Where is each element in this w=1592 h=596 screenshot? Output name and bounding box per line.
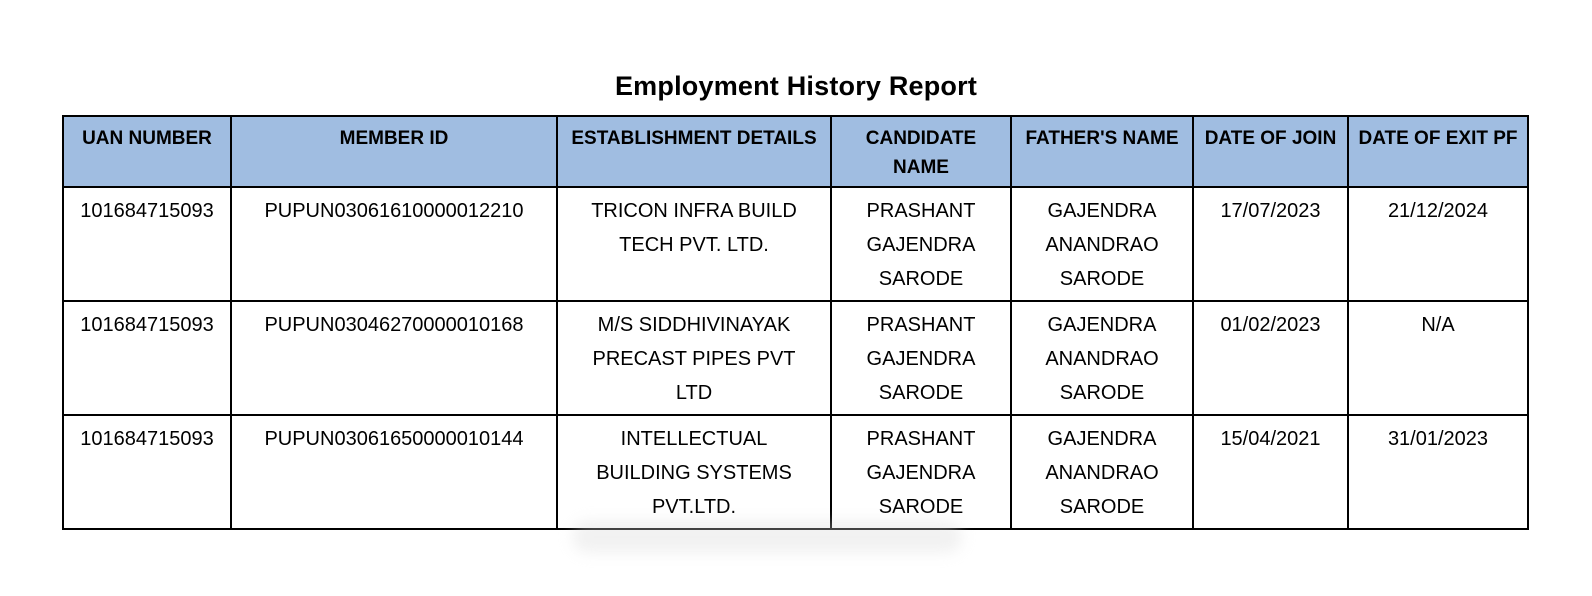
fathers-name-cell: GAJENDRA ANANDRAO SARODE <box>1010 186 1194 302</box>
table-row: 101684715093 PUPUN03061650000010144 INTE… <box>62 414 1529 530</box>
header-row: UAN NUMBER MEMBER ID ESTABLISHMENT DETAI… <box>62 115 1529 188</box>
date-of-join-cell: 17/07/2023 <box>1192 186 1349 302</box>
candidate-name-cell: PRASHANT GAJENDRA SARODE <box>830 300 1012 416</box>
uan-number-cell: 101684715093 <box>62 186 232 302</box>
fathers-name-cell: GAJENDRA ANANDRAO SARODE <box>1010 414 1194 530</box>
member-id-cell: PUPUN03061610000012210 <box>230 186 558 302</box>
column-header-uan-number: UAN NUMBER <box>62 115 232 188</box>
blurred-artifact <box>572 521 962 553</box>
establishment-details-cell: TRICON INFRA BUILD TECH PVT. LTD. <box>556 186 832 302</box>
table-body: 101684715093 PUPUN03061610000012210 TRIC… <box>62 186 1529 530</box>
table-row: 101684715093 PUPUN03046270000010168 M/S … <box>62 300 1529 416</box>
member-id-cell: PUPUN03046270000010168 <box>230 300 558 416</box>
employment-history-table: UAN NUMBER MEMBER ID ESTABLISHMENT DETAI… <box>62 115 1529 530</box>
column-header-date-of-exit-pf: DATE OF EXIT PF <box>1347 115 1529 188</box>
table-row: 101684715093 PUPUN03061610000012210 TRIC… <box>62 186 1529 302</box>
column-header-date-of-join: DATE OF JOIN <box>1192 115 1349 188</box>
column-header-fathers-name: FATHER'S NAME <box>1010 115 1194 188</box>
fathers-name-cell: GAJENDRA ANANDRAO SARODE <box>1010 300 1194 416</box>
page-title: Employment History Report <box>614 71 978 101</box>
table-header: UAN NUMBER MEMBER ID ESTABLISHMENT DETAI… <box>62 115 1529 188</box>
establishment-details-cell: M/S SIDDHIVINAYAK PRECAST PIPES PVT LTD <box>556 300 832 416</box>
column-header-establishment-details: ESTABLISHMENT DETAILS <box>556 115 832 188</box>
date-of-join-cell: 15/04/2021 <box>1192 414 1349 530</box>
uan-number-cell: 101684715093 <box>62 300 232 416</box>
candidate-name-cell: PRASHANT GAJENDRA SARODE <box>830 186 1012 302</box>
date-of-join-cell: 01/02/2023 <box>1192 300 1349 416</box>
date-of-exit-pf-cell: 21/12/2024 <box>1347 186 1529 302</box>
date-of-exit-pf-cell: N/A <box>1347 300 1529 416</box>
establishment-details-cell: INTELLECTUAL BUILDING SYSTEMS PVT.LTD. <box>556 414 832 530</box>
column-header-candidate-name: CANDIDATE NAME <box>830 115 1012 188</box>
column-header-member-id: MEMBER ID <box>230 115 558 188</box>
uan-number-cell: 101684715093 <box>62 414 232 530</box>
candidate-name-cell: PRASHANT GAJENDRA SARODE <box>830 414 1012 530</box>
date-of-exit-pf-cell: 31/01/2023 <box>1347 414 1529 530</box>
member-id-cell: PUPUN03061650000010144 <box>230 414 558 530</box>
